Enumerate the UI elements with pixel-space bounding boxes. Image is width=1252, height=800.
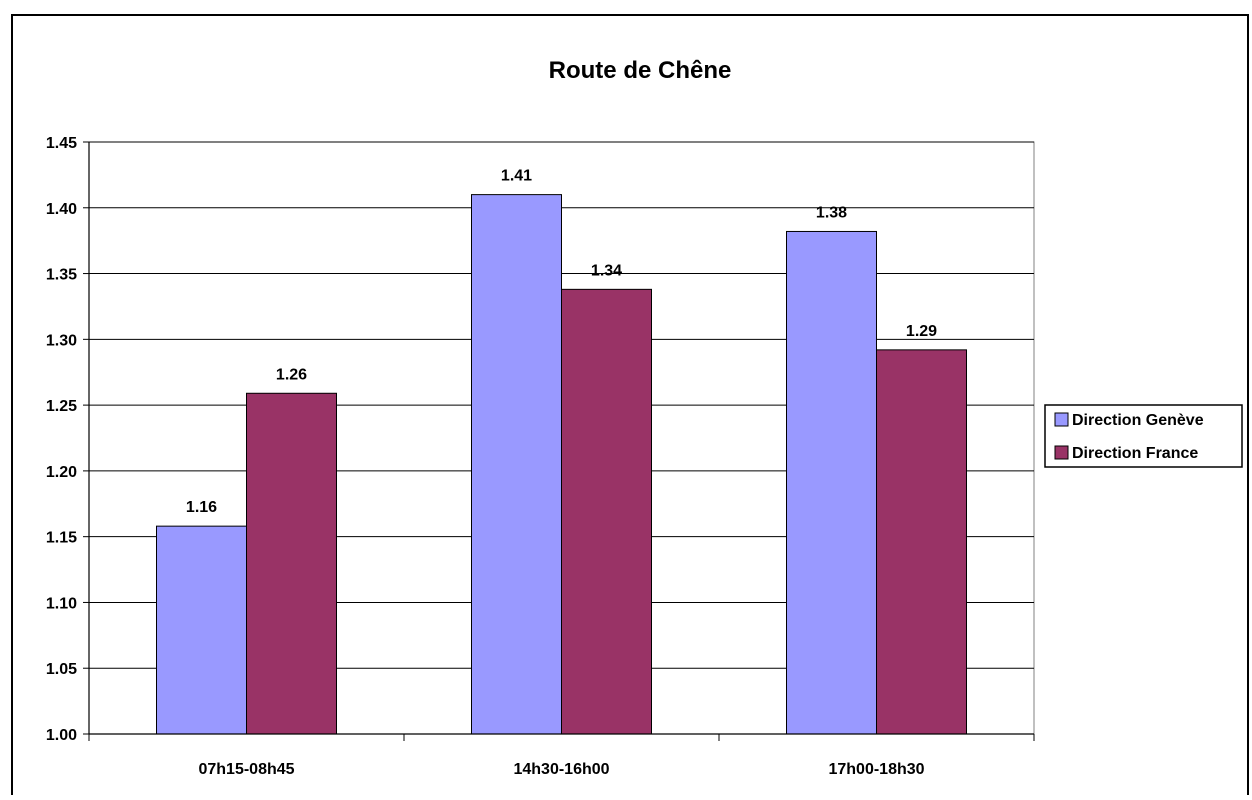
y-tick-label: 1.20	[46, 464, 77, 481]
bar-direction-geneve	[156, 525, 247, 735]
y-tick-label: 1.30	[46, 332, 77, 349]
legend-swatch-direction-france	[1054, 445, 1069, 460]
y-tick-label: 1.10	[46, 595, 77, 612]
legend: Direction Genève Direction France	[1044, 404, 1243, 468]
bar-direction-france	[876, 349, 967, 735]
y-tick-label: 1.00	[46, 727, 77, 744]
chart-border	[11, 14, 1249, 795]
legend-swatch-direction-geneve	[1054, 412, 1069, 427]
x-tick-label: 17h00-18h30	[828, 761, 924, 778]
x-tick-labels: 07h15-08h45 14h30-16h00 17h00-18h30	[198, 761, 924, 778]
y-tick-label: 1.05	[46, 661, 77, 678]
bar-value-label: 1.38	[816, 204, 847, 221]
bar-value-label: 1.29	[906, 323, 937, 340]
x-tick-label: 07h15-08h45	[198, 761, 294, 778]
y-tick-label: 1.45	[46, 135, 77, 152]
y-tick-label: 1.35	[46, 267, 77, 284]
bar-labels: 1.16 1.26 1.41 1.34 1.38 1.29	[186, 168, 937, 517]
bar-value-label: 1.26	[276, 366, 307, 383]
legend-label-direction-france: Direction France	[1072, 445, 1198, 462]
x-tick-label: 14h30-16h00	[513, 761, 609, 778]
bar-direction-france	[246, 392, 337, 735]
bar-direction-geneve	[471, 194, 562, 735]
bar-direction-geneve	[786, 230, 877, 735]
legend-label-direction-geneve: Direction Genève	[1072, 412, 1204, 429]
bar-direction-france	[561, 288, 652, 735]
y-tick-label: 1.25	[46, 398, 77, 415]
axes	[83, 141, 1035, 741]
plot-area: 1.16 1.26 1.41 1.34 1.38 1.29 1.00 1.05 1.10 1.1…	[46, 135, 1035, 778]
bar-value-label: 1.16	[186, 499, 217, 516]
bar-value-label: 1.41	[501, 168, 532, 185]
y-tick-label: 1.15	[46, 530, 77, 547]
y-tick-labels: 1.00 1.05 1.10 1.15 1.20 1.25 1.30 1.35 1.40 1.45	[46, 135, 77, 744]
bar-value-label: 1.34	[591, 262, 622, 279]
chart-title: Route de Chêne	[549, 57, 732, 84]
legend-box	[1044, 404, 1243, 468]
y-tick-label: 1.40	[46, 201, 77, 218]
